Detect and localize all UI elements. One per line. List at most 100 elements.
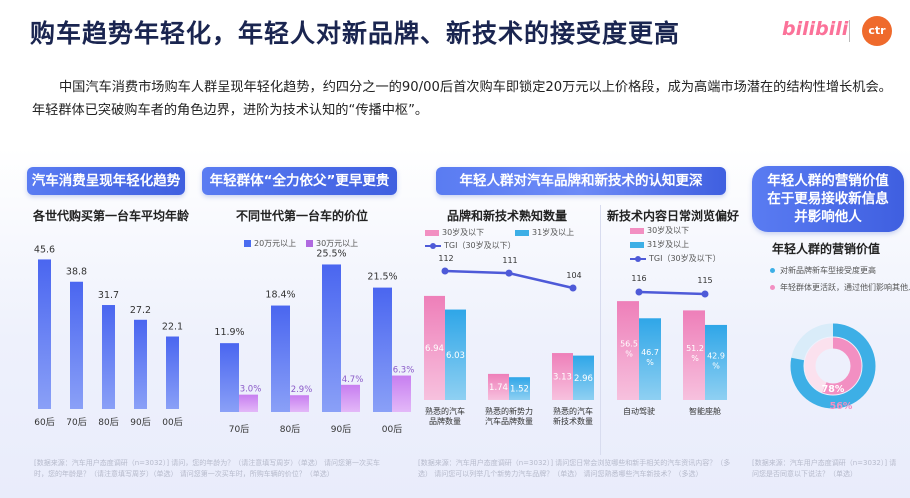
- bar-browse-young-0: [617, 301, 639, 400]
- bar-age-label-3: 27.2: [130, 305, 151, 316]
- logo-divider: [849, 20, 850, 42]
- panel-4-title-line-3: 并影响他人: [794, 209, 862, 225]
- bilibili-logo: bilibili: [782, 18, 849, 40]
- x-tick-age-4: 00后: [162, 417, 182, 428]
- tgi-point-browse-1: [701, 290, 709, 298]
- bar-browse-young-1: [683, 310, 705, 400]
- panel-3-divider: [600, 205, 601, 455]
- panel-1-title: 汽车消费呈现年轻化趋势: [27, 167, 185, 195]
- bar-browse-old-label-0: 46.7%: [641, 348, 659, 367]
- ring-accept-label: 78%: [822, 384, 845, 395]
- panel-4-subtitle: 年轻人群的营销价值: [772, 242, 881, 256]
- bar-known-old-label-2: 2.96: [574, 374, 593, 384]
- legend-c-accept: 对新品牌新车型接受度更高: [770, 265, 876, 276]
- bar-age-4: [166, 336, 179, 409]
- bar-age-0: [38, 259, 51, 409]
- bar-age-label-0: 45.6: [34, 244, 55, 255]
- bar-known-old-0: [445, 309, 466, 400]
- panel-1-subtitle: 各世代购买第一台车平均年龄: [33, 209, 190, 223]
- panel-2-subtitle: 不同世代第一台车的价位: [236, 209, 369, 223]
- bar-price20-label-2: 25.5%: [316, 248, 346, 259]
- bar-age-1: [70, 281, 83, 409]
- panel-3-subtitle-left: 品牌和新技术熟知数量: [447, 209, 568, 223]
- bar-age-label-2: 31.7: [98, 290, 119, 301]
- bar-browse-young-label-0: 56.5%: [620, 340, 638, 359]
- tgi-label-browse-0: 116: [631, 274, 646, 283]
- bar-price20-3: [373, 287, 392, 412]
- legend-20w: 20万元以上: [244, 238, 296, 249]
- ring-influence-arc: [804, 337, 862, 395]
- ring-influence-label: 56%: [830, 401, 853, 412]
- footnote-right: [数据来源：汽车用户态度调研（n=3032）] 请问您是否同意以下说法？（单选）: [752, 459, 897, 478]
- tgi-point-browse-0: [635, 288, 643, 296]
- panel-3-subtitle-right: 新技术内容日常浏览偏好: [607, 209, 740, 223]
- tgi-point-known-1: [505, 269, 513, 277]
- legend-b-tgi: TGI（30岁及以下）: [630, 253, 721, 264]
- page-title: 购车趋势年轻化，年轻人对新品牌、新技术的接受度更高: [30, 19, 681, 48]
- legend-b-31above: 31岁及以上: [630, 239, 689, 250]
- legend-a-tgi-line: [425, 242, 441, 249]
- legend-a-31above-swatch: [515, 229, 529, 236]
- panel-4-title-line-2: 在于更易接收新信息: [767, 191, 889, 207]
- legend-c-accept-dot: [770, 268, 775, 273]
- bar-price30-0: [239, 394, 258, 412]
- tgi-label-known-2: 104: [566, 271, 581, 280]
- tgi-label-browse-1: 115: [697, 276, 712, 285]
- legend-b-30below: 30岁及以下: [630, 225, 689, 236]
- bar-known-young-2: [552, 353, 573, 400]
- bar-price30-3: [392, 375, 411, 412]
- bar-known-old-label-0: 6.03: [446, 351, 465, 361]
- legend-a-tgi: TGI（30岁及以下）: [425, 240, 516, 251]
- bar-price30-2: [341, 384, 360, 412]
- panel-4-title-line-1: 年轻人群的营销价值: [767, 173, 889, 189]
- bar-age-label-1: 38.8: [66, 267, 87, 278]
- x-tick-known-0: 熟悉的汽车品牌数量: [425, 406, 465, 426]
- legend-b-tgi-line: [630, 255, 646, 262]
- tgi-line-browse: [638, 290, 706, 296]
- legend-a-31above: 31岁及以上: [515, 227, 574, 238]
- bar-price20-1: [271, 305, 290, 412]
- bar-age-2: [102, 305, 115, 409]
- bar-known-young-label-0: 6.94: [425, 344, 444, 354]
- footnote-middle: [数据来源：汽车用户态度调研（n=3032）] 请问您日常会浏览哪些和新手相关的…: [418, 459, 731, 478]
- intro-paragraph: 中国汽车消费市场购车人群呈现年轻化趋势，约四分之一的90/00后首次购车即锁定2…: [32, 80, 892, 118]
- x-tick-age-2: 80后: [98, 417, 118, 428]
- x-tick-age-3: 90后: [130, 417, 150, 428]
- x-tick-age-1: 70后: [66, 417, 86, 428]
- x-tick-price-0: 70后: [229, 424, 249, 435]
- bar-browse-old-0: [639, 318, 661, 400]
- bar-price30-1: [290, 395, 309, 412]
- legend-c-influence-dot: [770, 285, 775, 290]
- bar-price30-label-2: 4.7%: [342, 375, 364, 385]
- bar-price20-2: [322, 264, 341, 412]
- tgi-label-known-0: 112: [438, 254, 453, 263]
- x-tick-price-3: 00后: [382, 424, 402, 435]
- bar-price20-label-1: 18.4%: [265, 290, 295, 301]
- bar-price20-0: [220, 343, 239, 412]
- x-tick-price-1: 80后: [280, 424, 300, 435]
- bar-known-young-1: [488, 373, 509, 400]
- legend-20w-swatch: [244, 240, 251, 247]
- legend-30w-swatch: [306, 240, 313, 247]
- bar-browse-old-1: [705, 324, 727, 400]
- legend-a-30below: 30岁及以下: [425, 227, 484, 238]
- legend-c-influence: 年轻群体更活跃，通过他们影响其他人群: [770, 282, 910, 293]
- panel-3-title: 年轻人群对汽车品牌和新技术的认知更深: [436, 167, 726, 195]
- ctr-logo: ctr: [862, 16, 892, 46]
- bar-price20-label-3: 21.5%: [367, 272, 397, 283]
- bar-price20-label-0: 11.9%: [214, 327, 244, 338]
- bar-known-old-1: [509, 377, 530, 400]
- bar-price30-label-1: 2.9%: [291, 385, 313, 395]
- bar-known-young-label-1: 1.74: [489, 383, 508, 393]
- bar-price30-label-3: 6.3%: [393, 366, 415, 376]
- bar-known-old-label-1: 1.52: [510, 385, 529, 395]
- x-tick-browse-1: 智能座舱: [689, 406, 721, 416]
- ring-accept-arc: [790, 323, 876, 409]
- bar-known-young-label-2: 3.13: [553, 373, 572, 383]
- x-tick-known-1: 熟悉的新势力汽车品牌数量: [485, 406, 533, 426]
- bar-browse-old-label-1: 42.9%: [707, 351, 725, 370]
- x-tick-browse-0: 自动驾驶: [623, 406, 655, 416]
- tgi-point-known-2: [569, 284, 577, 292]
- panel-2-title: 年轻群体“全力依父”更早更贵: [202, 167, 397, 195]
